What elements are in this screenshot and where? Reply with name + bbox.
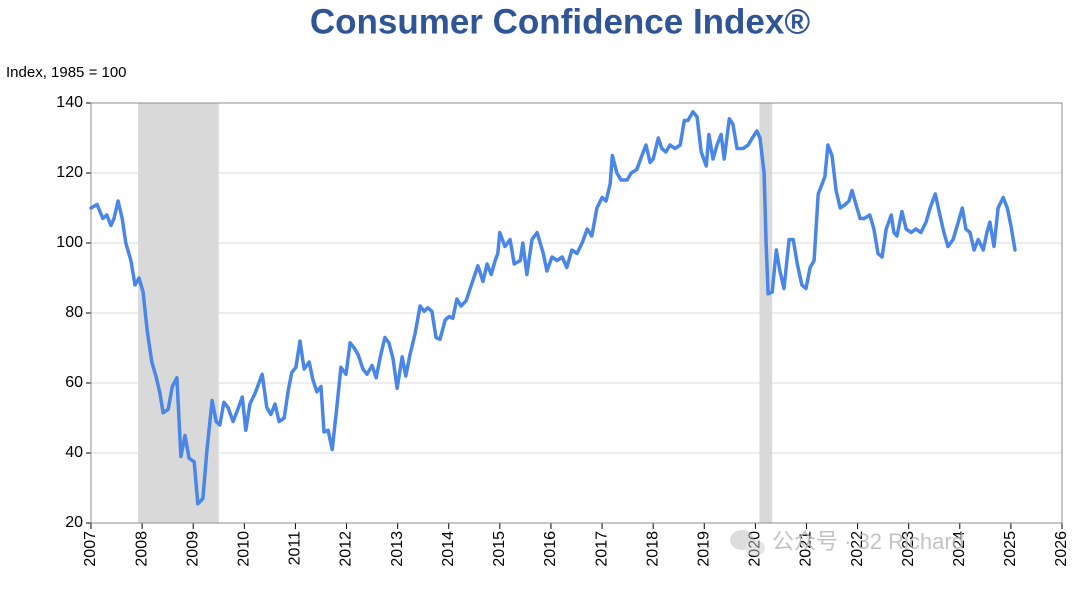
y-tick-label: 140: [56, 94, 83, 111]
x-tick-label: 2024: [951, 531, 968, 567]
x-tick-label: 2015: [491, 531, 508, 567]
y-axis-label: Index, 1985 = 100: [6, 64, 127, 81]
y-tick-label: 100: [56, 234, 83, 251]
x-tick-label: 2009: [184, 531, 201, 567]
watermark-icon: [730, 530, 765, 556]
x-tick-label: 2007: [82, 531, 99, 567]
x-tick-label: 2022: [849, 531, 866, 567]
x-tick-label: 2026: [1053, 531, 1070, 567]
x-tick-label: 2014: [440, 531, 457, 567]
x-tick-label: 2010: [236, 531, 253, 567]
data-line: [89, 110, 1017, 506]
chart-title: Consumer Confidence Index®: [310, 2, 811, 41]
y-tick-label: 80: [65, 304, 83, 321]
plot-frame: [90, 102, 1063, 524]
x-tick-label: 2021: [798, 531, 815, 567]
y-tick-label: 60: [65, 374, 83, 391]
x-tick-label: 2008: [133, 531, 150, 567]
x-tick-label: 2012: [338, 531, 355, 567]
x-tick-label: 2016: [542, 531, 559, 567]
y-tick-label: 40: [65, 444, 83, 461]
watermark: 公众号 · 32 Richard: [772, 529, 964, 554]
x-tick-label: 2018: [644, 531, 661, 567]
x-tick-label: 2017: [593, 531, 610, 567]
y-tick-label: 20: [65, 514, 83, 531]
x-tick-label: 2019: [695, 531, 712, 567]
x-tick-label: 2013: [389, 531, 406, 567]
y-tick-label: 120: [56, 164, 83, 181]
x-tick-label: 2025: [1002, 531, 1019, 567]
x-tick-label: 2023: [900, 531, 917, 567]
x-tick-label: 2011: [287, 531, 304, 566]
